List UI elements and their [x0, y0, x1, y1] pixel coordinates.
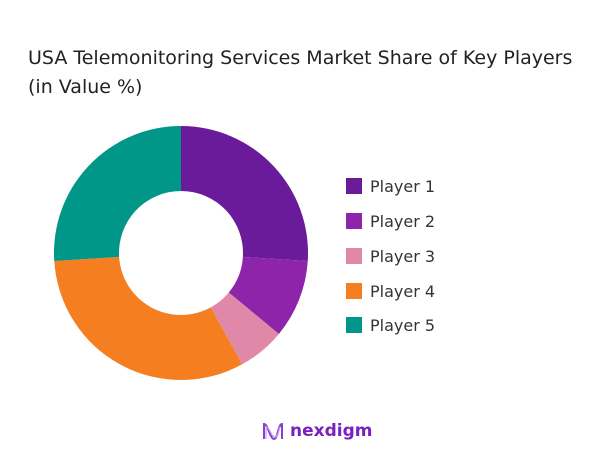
legend-swatch	[346, 317, 362, 333]
legend-swatch	[346, 248, 362, 264]
slice-player-1	[181, 126, 308, 261]
nexdigm-logo-icon	[263, 422, 283, 441]
slice-player-2	[228, 256, 308, 334]
slice-player-4	[54, 256, 243, 381]
legend-label: Player 3	[370, 246, 436, 266]
slice-player-3	[210, 292, 279, 365]
legend-item: Player 5	[346, 315, 436, 335]
chart-title: USA Telemonitoring Services Market Share…	[28, 47, 573, 98]
nexdigm-logo: nexdigm	[262, 421, 372, 441]
legend-swatch	[346, 283, 362, 299]
legend-item: Player 4	[346, 281, 436, 301]
legend-label: Player 5	[370, 315, 436, 335]
slice-player-5	[54, 126, 181, 261]
legend-label: Player 1	[370, 176, 436, 196]
legend-label: Player 4	[370, 281, 436, 301]
legend-item: Player 2	[346, 211, 436, 231]
legend-label: Player 2	[370, 211, 436, 231]
brand-name: nexdigm	[290, 421, 373, 441]
legend-item: Player 1	[346, 176, 436, 196]
legend-swatch	[346, 178, 362, 194]
legend-swatch	[346, 213, 362, 229]
legend-item: Player 3	[346, 246, 436, 266]
